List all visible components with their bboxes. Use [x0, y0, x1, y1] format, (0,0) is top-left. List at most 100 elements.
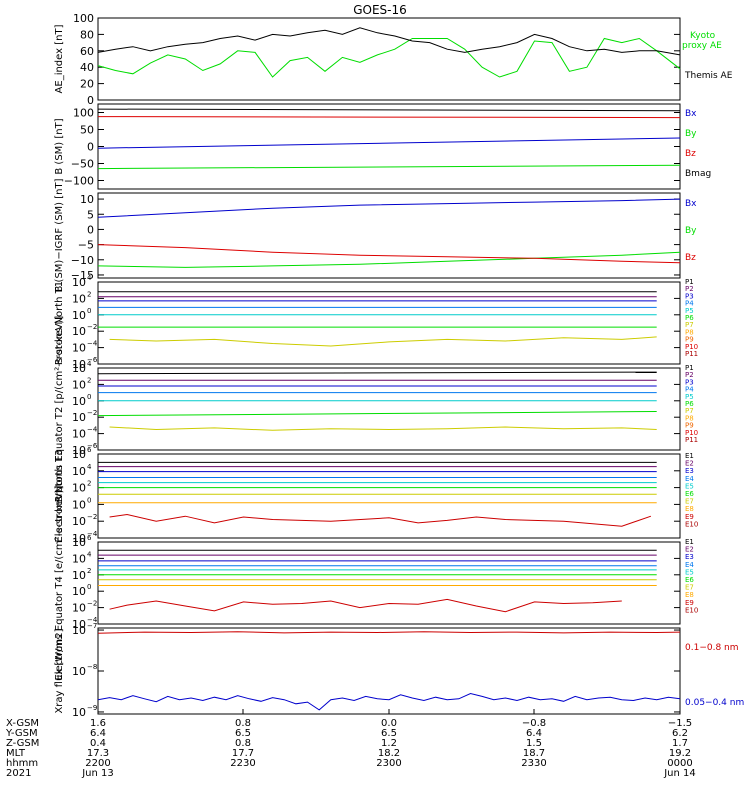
y-tick-label: 10: [72, 444, 86, 457]
x-row-value: 2330: [521, 758, 546, 769]
y-tick-exponent: −6: [87, 442, 98, 450]
y-tick-label: 10: [80, 193, 94, 206]
x-row-value: 0000: [667, 758, 692, 769]
x-row-value: 6.2: [672, 728, 688, 739]
x-row-value: 18.7: [523, 748, 545, 759]
series-line: [97, 631, 681, 634]
x-row-value: 0.8: [235, 718, 251, 729]
y-tick-label: 10: [72, 665, 86, 678]
x-row-value: 1.6: [90, 718, 106, 729]
x-row-label: Z-GSM: [6, 738, 39, 749]
x-row-value: 17.3: [87, 748, 109, 759]
y-tick-exponent: −9: [87, 704, 97, 712]
legend-entry: P4: [685, 386, 694, 394]
legend-entry: P11: [685, 350, 698, 358]
y-tick-label: −100: [64, 175, 94, 188]
series-line: [97, 371, 657, 375]
x-row-value: 6.5: [235, 728, 251, 739]
x-row-label: hhmm: [6, 758, 38, 769]
x-row-value: −0.8: [522, 718, 546, 729]
panel-frame: [97, 453, 681, 539]
legend-entry: P6: [685, 400, 694, 408]
series-line: [97, 244, 681, 264]
legend-entry: E3: [685, 553, 694, 561]
legend-entry: P11: [685, 436, 698, 444]
legend-entry: P3: [685, 292, 694, 300]
legend-entry: E8: [685, 591, 694, 599]
y-axis-label: Xray flux [W/m2]: [54, 628, 65, 713]
series-line: [97, 37, 681, 78]
legend-entry: P1: [685, 278, 694, 286]
y-tick-exponent: −2: [87, 513, 97, 521]
y-tick-label: 10: [72, 395, 86, 408]
x-row-value: 6.4: [90, 728, 106, 739]
y-tick-label: 0: [87, 94, 94, 107]
y-tick-label: 10: [72, 532, 86, 545]
legend-entry: E1: [685, 538, 694, 546]
legend-entry: E7: [685, 498, 694, 506]
series-line: [97, 116, 681, 119]
x-row-label: X-GSM: [6, 718, 39, 729]
legend-entry: P7: [685, 407, 694, 415]
legend-entry: P8: [685, 328, 694, 336]
y-axis-label: B (SM)−IGRF (SM) [nT]: [54, 178, 65, 292]
y-tick-exponent: −6: [87, 356, 98, 364]
y-tick-exponent: 0: [87, 583, 91, 591]
y-tick-label: 60: [80, 45, 94, 58]
legend-entry: E9: [685, 513, 694, 521]
y-tick-label: 10: [72, 358, 86, 371]
legend-entry: E4: [685, 561, 694, 569]
y-tick-label: 100: [73, 107, 94, 120]
panel-1: 0 20 40 60 80 100 AE_index [nT] Kyoto proxy AE Th…: [54, 12, 733, 107]
x-row-value: 1.7: [672, 738, 688, 749]
figure-title: GOES-16: [353, 3, 407, 17]
y-tick-label: 10: [72, 624, 86, 637]
y-tick-label: 0: [87, 223, 94, 236]
y-tick-label: 10: [72, 498, 86, 511]
y-tick-exponent: 4: [87, 463, 92, 471]
series-line: [97, 251, 681, 268]
y-tick-label: 10: [72, 309, 86, 322]
legend-entry: 0.1−0.8 nm: [685, 643, 739, 653]
legend-entry: P8: [685, 414, 694, 422]
y-tick-label: 100: [73, 12, 94, 25]
legend-entry: P2: [685, 285, 694, 293]
y-tick-exponent: 6: [87, 534, 92, 542]
y-axis-label: Electrons Equator T4 [e/(cm²-s-sr-keV)]: [54, 485, 65, 680]
y-tick-label: 50: [80, 124, 94, 137]
y-tick-label: 80: [80, 28, 94, 41]
legend-entry: E6: [685, 490, 694, 498]
panel-2: −100 −50 0 50 100 B (SM) [nT] Bx By Bz Bmag: [54, 103, 711, 190]
y-tick-exponent: −2: [87, 323, 97, 331]
y-tick-exponent: 6: [87, 446, 92, 454]
y-tick-label: 10: [72, 552, 86, 565]
x-row-value: 0.4: [90, 738, 106, 749]
x-row-value: Jun 14: [663, 768, 696, 779]
legend-entry: P9: [685, 422, 694, 430]
y-tick-label: −50: [71, 158, 94, 171]
legend-entry: P5: [685, 307, 694, 315]
x-row-value: 19.2: [669, 748, 691, 759]
legend-entry: P1: [685, 364, 694, 372]
x-row-value: 0.8: [235, 738, 251, 749]
y-tick-exponent: 2: [87, 480, 91, 488]
panel-frame: [97, 367, 681, 451]
panel-frame: [97, 17, 681, 101]
y-tick-label: 10: [72, 292, 86, 305]
x-row-value: 2300: [376, 758, 401, 769]
y-tick-label: 20: [80, 78, 94, 91]
x-row-value: 2230: [230, 758, 255, 769]
panel-3: −15 −10 −5 0 5 10 B (SM)−IGRF (SM) [nT] Bx By Bz: [54, 178, 697, 292]
y-tick-label: 10: [72, 465, 86, 478]
x-row-label: MLT: [6, 748, 26, 759]
legend-entry: E10: [685, 606, 698, 614]
legend-entry: P3: [685, 378, 694, 386]
x-row-value: 6.4: [526, 728, 542, 739]
legend-entry: E4: [685, 475, 694, 483]
x-row-label: Y-GSM: [5, 728, 38, 739]
x-row-value: 6.5: [381, 728, 397, 739]
x-row-value: 17.7: [232, 748, 254, 759]
